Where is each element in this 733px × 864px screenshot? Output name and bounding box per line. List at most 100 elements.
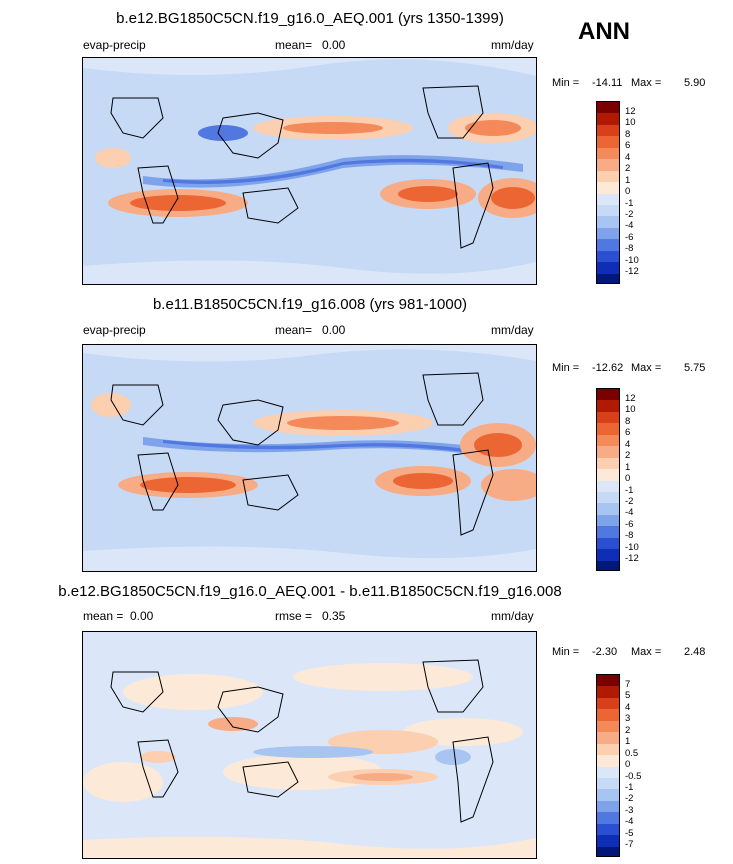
panel-1-mean-label: mean= — [275, 38, 313, 52]
panel-1-colorbar-segment — [597, 159, 619, 171]
panel-1-map-field — [83, 58, 536, 284]
panel-2-colorbar-tick: 4 — [625, 439, 631, 450]
panel-3-colorbar — [596, 674, 620, 857]
panel-3-mean-label: mean = — [83, 609, 124, 623]
panel-2-mean-value: 0.00 — [322, 323, 346, 337]
panel-3-colorbar-tick: 5 — [625, 690, 631, 701]
panel-2-colorbar-tick: -1 — [625, 485, 634, 496]
panel-1-colorbar-tick: -4 — [625, 220, 634, 231]
panel-2-colorbar-segment — [597, 480, 619, 492]
panel-3-colorbar-tick: -0.5 — [625, 771, 642, 782]
panel-2-colorbar-segment — [597, 526, 619, 538]
panel-1-colorbar-tick: 10 — [625, 117, 636, 128]
panel-2-map — [82, 344, 537, 572]
panel-2-colorbar-segment — [597, 446, 619, 458]
panel-3-colorbar-segment — [597, 766, 619, 778]
panel-1-colorbar-segment — [597, 147, 619, 160]
panel-3-colorbar-segment — [597, 732, 619, 744]
panel-1-min-label: Min = — [552, 77, 580, 89]
panel-2-colorbar-segment — [597, 537, 619, 550]
panel-2-colorbar-segment — [597, 389, 619, 401]
panel-1-colorbar-tick: 8 — [625, 129, 631, 140]
panel-3-min-label: Min = — [552, 646, 580, 658]
panel-2-map-field — [83, 345, 536, 571]
panel-2-colorbar-tick: 10 — [625, 404, 636, 415]
panel-2-colorbar-segment — [597, 491, 619, 504]
panel-2-colorbar-segment — [597, 503, 619, 515]
panel-1-colorbar-segment — [597, 113, 619, 125]
panel-1-title: b.e12.BG1850C5CN.f19_g16.0_AEQ.001 (yrs … — [116, 10, 504, 27]
panel-2-colorbar-segment — [597, 549, 619, 561]
panel-2-colorbar-tick: -6 — [625, 519, 634, 530]
panel-3-min-value: -2.30 — [592, 646, 618, 658]
panel-1-colorbar-segment — [597, 262, 619, 274]
panel-2-colorbar-tick: -2 — [625, 496, 634, 507]
panel-2-colorbar-segment — [597, 457, 619, 470]
panel-1-colorbar-tick: 1 — [625, 175, 631, 186]
panel-1-colorbar-tick: -8 — [625, 243, 634, 254]
panel-3-title: b.e12.BG1850C5CN.f19_g16.0_AEQ.001 - b.e… — [58, 583, 562, 600]
panel-2-units: mm/day — [491, 323, 534, 337]
panel-1-map — [82, 57, 537, 285]
panel-3-colorbar-tick: -1 — [625, 782, 634, 793]
panel-1-min-value: -14.11 — [592, 77, 623, 89]
panel-2-colorbar-tick: 1 — [625, 462, 631, 473]
panel-2-colorbar-tick: -10 — [625, 542, 639, 553]
panel-3-colorbar-segment — [597, 777, 619, 790]
panel-3-colorbar-segment — [597, 709, 619, 721]
panel-3-colorbar-segment — [597, 835, 619, 847]
panel-2-colorbar-segment — [597, 400, 619, 412]
panel-3-max-label: Max = — [631, 646, 662, 658]
panel-1-colorbar-tick: 4 — [625, 152, 631, 163]
panel-1-max-value: 5.90 — [684, 77, 706, 89]
panel-1-colorbar-segment — [597, 239, 619, 251]
panel-3-colorbar-tick: -4 — [625, 816, 634, 827]
panel-2-colorbar — [596, 388, 620, 571]
panel-2-max-value: 5.75 — [684, 362, 706, 374]
panel-1-colorbar-tick: -2 — [625, 209, 634, 220]
panel-2-colorbar-segment — [597, 560, 619, 570]
panel-1-colorbar-segment — [597, 136, 619, 148]
panel-3-colorbar-segment — [597, 755, 619, 767]
panel-1-colorbar-tick: -12 — [625, 266, 639, 277]
panel-1-colorbar — [596, 101, 620, 284]
panel-2-colorbar-tick: 8 — [625, 416, 631, 427]
panel-1-colorbar-segment — [597, 102, 619, 114]
panel-1-mean-value: 0.00 — [322, 38, 346, 52]
panel-1-colorbar-segment — [597, 124, 619, 137]
panel-1-colorbar-tick: 2 — [625, 163, 631, 174]
panel-2-colorbar-segment — [597, 434, 619, 447]
panel-2-colorbar-tick: 0 — [625, 473, 631, 484]
panel-1-colorbar-tick: -1 — [625, 198, 634, 209]
panel-3-colorbar-segment — [597, 823, 619, 836]
panel-3-colorbar-tick: 1 — [625, 736, 631, 747]
panel-3-max-value: 2.48 — [684, 646, 706, 658]
panel-3-rmse-value: 0.35 — [322, 609, 346, 623]
panel-2-colorbar-segment — [597, 514, 619, 527]
panel-2-colorbar-tick: 2 — [625, 450, 631, 461]
panel-1-units: mm/day — [491, 38, 534, 52]
panel-3-colorbar-segment — [597, 743, 619, 756]
panel-1-colorbar-segment — [597, 250, 619, 263]
panel-3-colorbar-tick: -5 — [625, 828, 634, 839]
panel-1-colorbar-segment — [597, 227, 619, 240]
panel-1-colorbar-segment — [597, 170, 619, 183]
panel-3-colorbar-tick: 0.5 — [625, 748, 639, 759]
panel-1-colorbar-segment — [597, 216, 619, 228]
panel-3-map — [82, 631, 537, 859]
panel-3-colorbar-segment — [597, 812, 619, 824]
panel-2-colorbar-segment — [597, 423, 619, 435]
panel-3-colorbar-tick: 2 — [625, 725, 631, 736]
panel-1-colorbar-segment — [597, 273, 619, 283]
panel-3-colorbar-segment — [597, 789, 619, 801]
panel-2-max-label: Max = — [631, 362, 662, 374]
panel-3-mean-value: 0.00 — [130, 609, 154, 623]
panel-3-colorbar-tick: 3 — [625, 713, 631, 724]
season-label: ANN — [578, 18, 630, 45]
panel-2-min-value: -12.62 — [592, 362, 624, 374]
panel-3-colorbar-tick: -2 — [625, 793, 634, 804]
panel-1-variable-label: evap-precip — [83, 38, 146, 52]
panel-3-colorbar-tick: -7 — [625, 839, 634, 850]
panel-3-rmse-label: rmse = — [275, 609, 313, 623]
panel-1-colorbar-tick: -10 — [625, 255, 639, 266]
